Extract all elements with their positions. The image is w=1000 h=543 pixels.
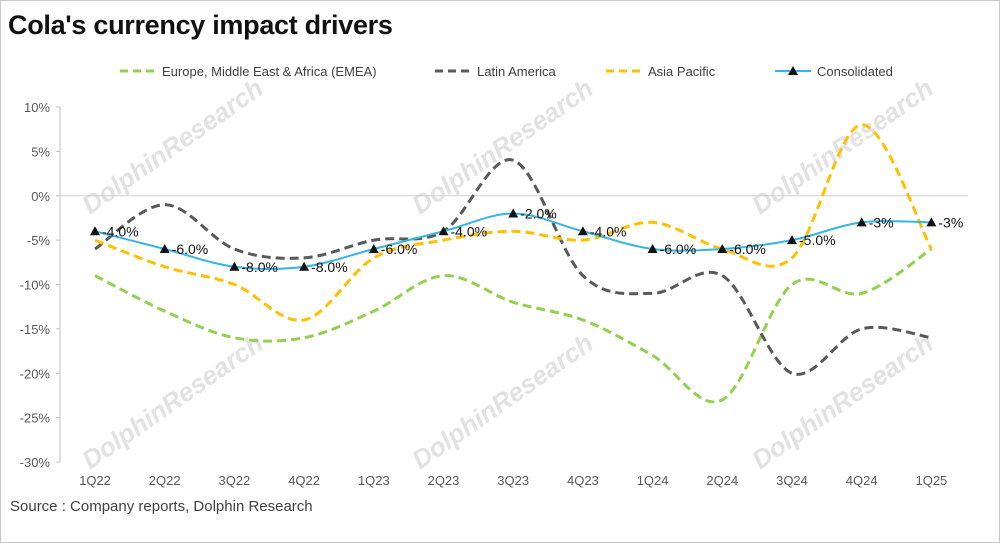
consolidated-marker (90, 226, 100, 236)
legend-label-3: Consolidated (817, 64, 893, 79)
x-tick-label: 3Q22 (218, 473, 250, 488)
y-tick-label: -25% (20, 411, 51, 426)
watermark-text: DolphinResearch (406, 73, 598, 220)
consolidated-marker (717, 244, 728, 253)
consolidated-marker (438, 226, 449, 236)
data-label: -8.0% (311, 259, 348, 275)
x-tick-label: 1Q22 (79, 473, 111, 488)
data-label: -4.0% (451, 223, 488, 239)
consolidated-marker (856, 217, 867, 227)
legend-marker (788, 66, 798, 75)
data-label: -3% (938, 214, 963, 230)
data-label: -2.0% (520, 206, 557, 222)
consolidated-marker (577, 226, 588, 236)
y-tick-label: 10% (24, 100, 50, 115)
data-label: -4.0% (102, 223, 139, 239)
watermark-text: DolphinResearch (406, 328, 598, 475)
chart-title: Cola's currency impact drivers (8, 10, 393, 40)
watermark-text: DolphinResearch (746, 328, 938, 475)
data-label: -8.0% (241, 259, 278, 275)
x-tick-label: 1Q25 (915, 473, 947, 488)
consolidated-marker (926, 217, 937, 227)
y-tick-label: -30% (20, 455, 51, 470)
y-tick-label: -15% (20, 322, 51, 337)
x-tick-label: 2Q23 (428, 473, 460, 488)
consolidated-marker (368, 244, 379, 253)
x-tick-label: 4Q24 (846, 473, 878, 488)
y-tick-label: 5% (31, 144, 50, 159)
series-line-1 (94, 158, 932, 376)
legend-label-0: Europe, Middle East & Africa (EMEA) (162, 64, 377, 79)
x-tick-label: 3Q24 (776, 473, 808, 488)
x-tick-label: 1Q24 (637, 473, 669, 488)
x-tick-label: 2Q24 (706, 473, 738, 488)
data-label: -4.0% (590, 223, 627, 239)
source-note: Source : Company reports, Dolphin Resear… (10, 498, 313, 515)
watermark-text: DolphinResearch (76, 73, 268, 220)
y-tick-label: -10% (20, 278, 51, 293)
data-label: -6.0% (381, 241, 418, 257)
consolidated-marker (229, 261, 240, 271)
consolidated-marker (299, 261, 310, 271)
data-label: -3% (869, 214, 894, 230)
consolidated-marker (647, 244, 658, 253)
y-tick-label: 0% (31, 189, 50, 204)
legend-label-2: Asia Pacific (648, 64, 716, 79)
series-line-0 (94, 247, 933, 404)
y-tick-label: -5% (27, 233, 51, 248)
legend-label-1: Latin America (477, 64, 557, 79)
x-tick-label: 2Q22 (149, 473, 181, 488)
x-tick-label: 3Q23 (497, 473, 529, 488)
y-tick-label: -20% (20, 366, 51, 381)
data-label: -5.0% (799, 232, 836, 248)
data-label: -6.0% (660, 241, 697, 257)
x-tick-label: 1Q23 (358, 473, 390, 488)
watermark-text: DolphinResearch (76, 328, 268, 475)
data-label: -6.0% (729, 241, 766, 257)
consolidated-marker (508, 208, 519, 218)
series-line-2 (94, 123, 933, 322)
x-tick-label: 4Q23 (567, 473, 599, 488)
x-tick-label: 4Q22 (288, 473, 320, 488)
data-label: -6.0% (172, 241, 209, 257)
consolidated-marker (787, 235, 797, 245)
consolidated-marker (159, 244, 170, 253)
